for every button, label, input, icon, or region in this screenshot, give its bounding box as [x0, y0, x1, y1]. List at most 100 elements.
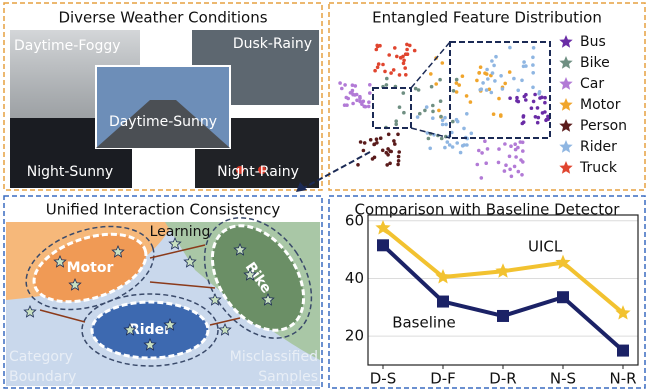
feature-point [508, 96, 512, 100]
y-tick-label: 40 [345, 269, 364, 287]
feature-point [439, 115, 443, 119]
boundary-label: Category [9, 349, 73, 365]
feature-point [520, 79, 524, 83]
feature-point [440, 137, 444, 141]
feature-point [503, 142, 507, 146]
feature-point [477, 149, 481, 153]
feature-point [508, 70, 512, 74]
legend-label: Bus [580, 34, 606, 50]
feature-point [514, 155, 518, 159]
feature-point [493, 79, 497, 83]
legend-label: Car [580, 76, 604, 92]
feature-point [383, 70, 387, 74]
feature-point [363, 141, 367, 145]
feature-point [418, 112, 422, 116]
feature-point [462, 127, 466, 131]
feature-point [492, 64, 496, 68]
series-label: Baseline [392, 314, 456, 332]
feature-point [480, 87, 484, 91]
feature-point [522, 115, 526, 119]
feature-point [381, 149, 385, 153]
x-tick-label: D-S [370, 370, 396, 388]
feature-point [494, 55, 498, 59]
legend-label: Person [580, 118, 627, 134]
feature-point [510, 175, 514, 179]
feature-point [385, 151, 389, 155]
feature-point [372, 143, 376, 147]
feature-point [368, 83, 372, 87]
feature-point [359, 140, 363, 144]
feature-point [441, 123, 445, 127]
feature-point [385, 163, 389, 167]
image-label: Night-Sunny [27, 164, 113, 180]
feature-point [373, 156, 377, 160]
feature-point [351, 93, 355, 97]
feature-point [394, 119, 398, 123]
feature-point [522, 60, 526, 64]
feature-point [398, 105, 402, 109]
legend-label: Motor [580, 97, 621, 113]
feature-point [492, 112, 496, 116]
feature-point [397, 155, 401, 159]
feature-point [533, 93, 537, 97]
legend-label: Bike [580, 55, 610, 71]
feature-point [480, 176, 484, 180]
feature-point [373, 69, 377, 73]
panel-title: Diverse Weather Conditions [58, 9, 267, 27]
feature-point [434, 82, 438, 86]
feature-point [459, 151, 463, 155]
x-tick-label: D-F [430, 370, 456, 388]
x-tick-label: D-R [489, 370, 516, 388]
feature-point [461, 144, 465, 148]
feature-point [465, 112, 469, 116]
feature-point [404, 73, 408, 77]
feature-point [475, 79, 479, 83]
chart-title: Comparison with Baseline Detector [355, 201, 621, 219]
feature-point [519, 158, 523, 162]
feature-point [491, 71, 495, 75]
feature-point [395, 55, 399, 59]
feature-point [513, 142, 517, 146]
feature-point [485, 68, 489, 72]
feature-point [427, 137, 431, 141]
category-label: Rider [129, 322, 171, 338]
feature-point [392, 139, 396, 143]
feature-point [387, 53, 391, 57]
feature-point [428, 147, 432, 151]
feature-point [443, 116, 447, 120]
feature-point [405, 43, 409, 47]
feature-point [358, 96, 362, 100]
feature-point [543, 101, 547, 105]
feature-point [536, 106, 540, 110]
feature-point [481, 81, 485, 85]
feature-point [470, 132, 474, 136]
feature-point [478, 71, 482, 75]
boundary-label: Boundary [9, 369, 76, 385]
feature-point [416, 115, 420, 119]
feature-point [444, 123, 448, 127]
feature-point [367, 100, 371, 104]
panel-title: Unified Interaction Consistency [46, 201, 281, 219]
feature-point [543, 96, 547, 100]
feature-point [402, 62, 406, 66]
feature-point [516, 89, 520, 93]
feature-point [346, 97, 350, 101]
feature-point [375, 48, 379, 52]
feature-point [393, 46, 397, 50]
image-label: Night-Rainy [217, 164, 299, 180]
point-marker [437, 296, 449, 308]
feature-point [509, 144, 513, 148]
feature-point [340, 87, 344, 91]
feature-point [520, 173, 524, 177]
feature-point [521, 122, 525, 126]
feature-point [451, 145, 455, 149]
feature-point [437, 109, 441, 113]
feature-point [406, 52, 410, 56]
feature-point [469, 100, 473, 104]
feature-point [425, 105, 429, 109]
image-label: Daytime-Foggy [14, 38, 121, 54]
feature-point [486, 147, 490, 151]
feature-point [531, 71, 535, 75]
misclassified-label: Misclassified [230, 349, 318, 365]
feature-point [338, 81, 342, 85]
